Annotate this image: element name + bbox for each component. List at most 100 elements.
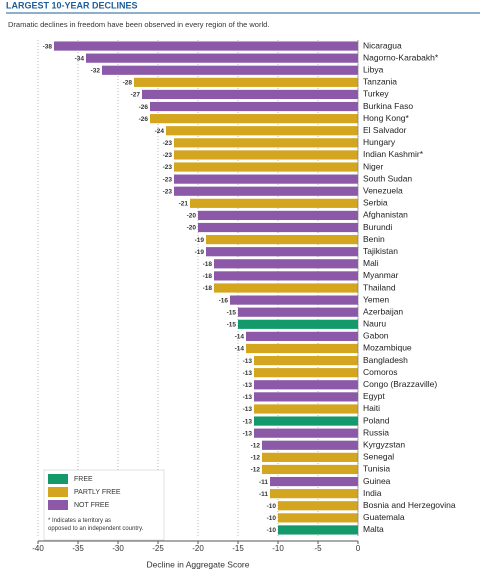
value-label: -23: [163, 152, 173, 159]
category-label: Libya: [363, 64, 384, 74]
value-label: -13: [243, 358, 253, 365]
category-label: Yemen: [363, 294, 389, 304]
bar: [214, 283, 358, 293]
x-tick-label: -10: [272, 544, 284, 553]
value-label: -15: [227, 322, 237, 329]
category-label: Tajikistan: [363, 246, 398, 256]
legend-swatch: [48, 500, 68, 510]
category-label: Nauru: [363, 319, 386, 329]
legend-swatch: [48, 487, 68, 497]
x-tick-label: -30: [112, 544, 124, 553]
category-label: Burkina Faso: [363, 101, 413, 111]
category-label: Egypt: [363, 391, 385, 401]
x-tick-label: -15: [232, 544, 244, 553]
value-label: -12: [251, 442, 261, 449]
bar: [214, 271, 358, 281]
value-label: -13: [243, 382, 253, 389]
value-label: -11: [259, 479, 268, 486]
category-label: South Sudan: [363, 173, 412, 183]
value-label: -20: [187, 213, 197, 220]
category-label: Myanmar: [363, 270, 399, 280]
category-label: Congo (Brazzaville): [363, 379, 437, 389]
legend-swatch: [48, 474, 68, 484]
bar: [198, 222, 358, 233]
value-label: -12: [251, 467, 261, 474]
chart-subtitle: Dramatic declines in freedom have been o…: [8, 20, 269, 29]
value-label: -13: [243, 418, 253, 425]
value-label: -21: [179, 201, 189, 208]
bar: [246, 343, 358, 354]
category-label: Nicaragua: [363, 40, 402, 50]
legend-label: PARTLY FREE: [74, 489, 121, 496]
category-label: Poland: [363, 415, 390, 425]
bar: [174, 174, 358, 184]
bar: [174, 186, 358, 196]
value-label: -27: [131, 92, 141, 99]
legend-note: * Indicates a territory as opposed to an …: [48, 518, 144, 532]
bar: [134, 77, 358, 87]
category-label: Hungary: [363, 137, 396, 147]
value-label: -26: [139, 116, 149, 123]
value-label: -11: [259, 491, 268, 498]
category-label: Hong Kong*: [363, 113, 410, 123]
bar: [142, 89, 358, 100]
category-label: Guatemala: [363, 512, 405, 522]
value-label: -13: [243, 406, 253, 413]
bar: [166, 126, 358, 136]
bar: [238, 307, 358, 317]
bar: [238, 319, 358, 329]
value-label: -19: [195, 237, 205, 244]
category-label: Nagorno-Karabakh*: [363, 52, 439, 62]
value-label: -10: [267, 503, 277, 510]
value-label: -18: [203, 285, 213, 292]
bar: [254, 404, 358, 414]
category-label: Kyrgyzstan: [363, 440, 405, 450]
category-label: Bosnia and Herzegovina: [363, 500, 456, 510]
category-label: Bangladesh: [363, 355, 408, 365]
legend-label: FREE: [74, 476, 93, 483]
value-label: -38: [43, 43, 53, 50]
bar: [174, 138, 358, 148]
bar: [86, 53, 358, 63]
bar: [254, 392, 358, 402]
value-label: -18: [203, 273, 213, 280]
bar: [254, 355, 358, 366]
category-label: Burundi: [363, 222, 392, 232]
value-label: -13: [243, 370, 253, 377]
category-label: Indian Kashmir*: [363, 149, 424, 159]
category-label: Turkey: [363, 89, 389, 99]
category-label: Guinea: [363, 476, 391, 486]
category-label: Venezuela: [363, 185, 403, 195]
value-label: -32: [91, 67, 101, 74]
value-label: -12: [251, 455, 261, 462]
category-label: Thailand: [363, 282, 396, 292]
bar: [270, 476, 358, 487]
bar: [206, 247, 358, 257]
category-label: Mozambique: [363, 343, 412, 353]
category-label: Malta: [363, 524, 384, 534]
value-label: -24: [155, 128, 165, 135]
value-label: -10: [267, 527, 277, 534]
value-label: -34: [75, 55, 85, 62]
category-label: Russia: [363, 427, 389, 437]
bar: [206, 235, 358, 245]
category-label: El Salvador: [363, 125, 407, 135]
bar: [246, 331, 358, 341]
category-label: Comoros: [363, 367, 397, 377]
value-label: -26: [139, 104, 149, 111]
category-label: Senegal: [363, 452, 394, 462]
category-label: Haiti: [363, 403, 380, 413]
category-label: Benin: [363, 234, 385, 244]
category-label: Serbia: [363, 198, 388, 208]
bar: [262, 440, 358, 450]
category-label: Tanzania: [363, 77, 397, 87]
x-tick-label: -35: [72, 544, 84, 553]
x-tick-label: -25: [152, 544, 164, 553]
value-label: -18: [203, 261, 213, 268]
legend-label: NOT FREE: [74, 502, 110, 509]
value-label: -16: [219, 297, 229, 304]
bar: [214, 259, 358, 269]
bar: [270, 489, 358, 499]
value-label: -23: [163, 176, 173, 183]
